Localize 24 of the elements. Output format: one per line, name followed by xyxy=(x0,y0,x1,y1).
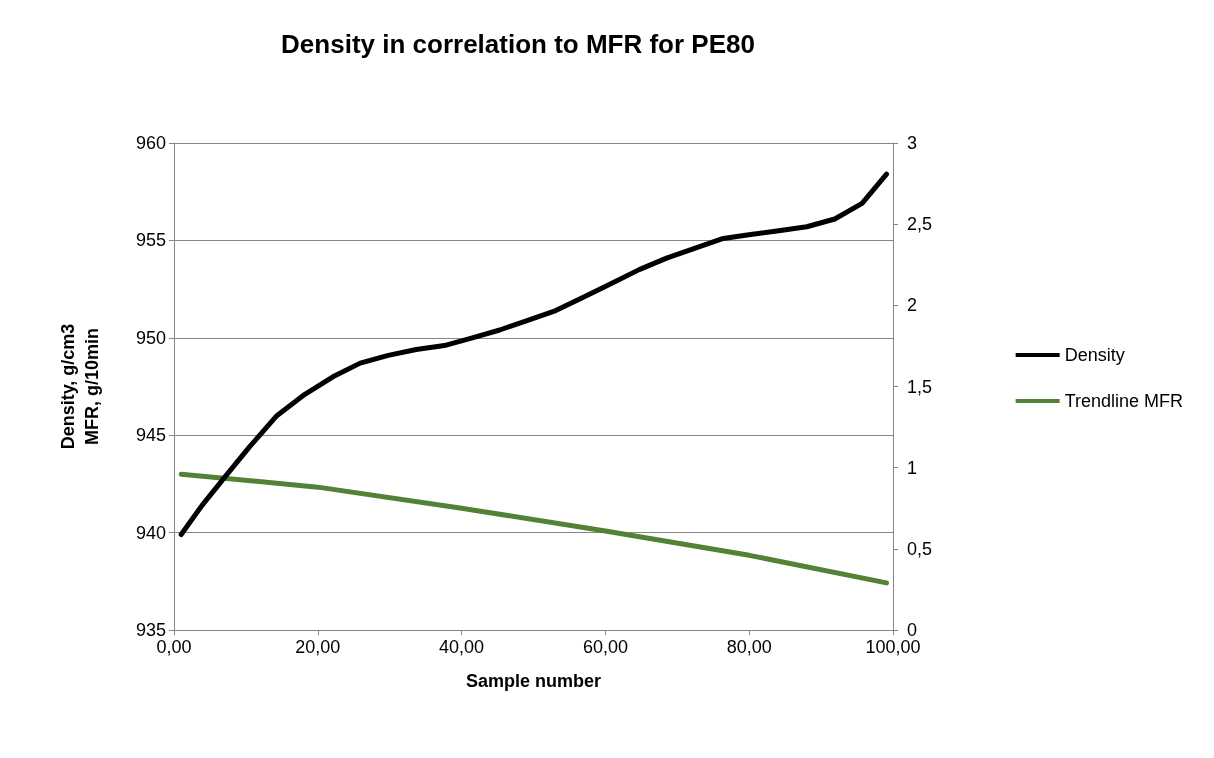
x-axis-title: Sample number xyxy=(465,671,602,691)
x-tick-label: 80,00 xyxy=(726,637,772,657)
x-tick-label: 60,00 xyxy=(582,637,628,657)
y2-tick-label: 0 xyxy=(907,620,918,640)
x-tick-label: 40,00 xyxy=(439,637,485,657)
y-tick-label: 935 xyxy=(135,620,166,640)
chart-title: Density in correlation to MFR for PE80 xyxy=(281,29,755,59)
y-tick-label: 960 xyxy=(135,133,166,153)
y-tick-label: 955 xyxy=(135,230,166,251)
y2-tick-label: 0,5 xyxy=(907,538,933,559)
y2-tick-label: 3 xyxy=(907,133,918,153)
y-tick-label: 945 xyxy=(135,425,166,446)
y2-tick-label: 2 xyxy=(907,295,918,316)
x-tick-label: 0,00 xyxy=(156,637,192,657)
x-tick-label: 100,00 xyxy=(865,637,921,657)
y2-tick-label: 1,5 xyxy=(907,376,933,397)
y2-tick-label: 1 xyxy=(907,457,918,478)
y-tick-label: 940 xyxy=(135,522,166,543)
y-tick-label: 950 xyxy=(135,327,166,348)
x-tick-label: 20,00 xyxy=(295,637,341,657)
y-axis-title: Density, g/cm3 MFR, g/10min xyxy=(58,323,102,450)
legend-label: Density xyxy=(1064,345,1125,365)
legend-label: Trendline MFR xyxy=(1064,391,1184,411)
y2-tick-label: 2,5 xyxy=(907,214,933,235)
